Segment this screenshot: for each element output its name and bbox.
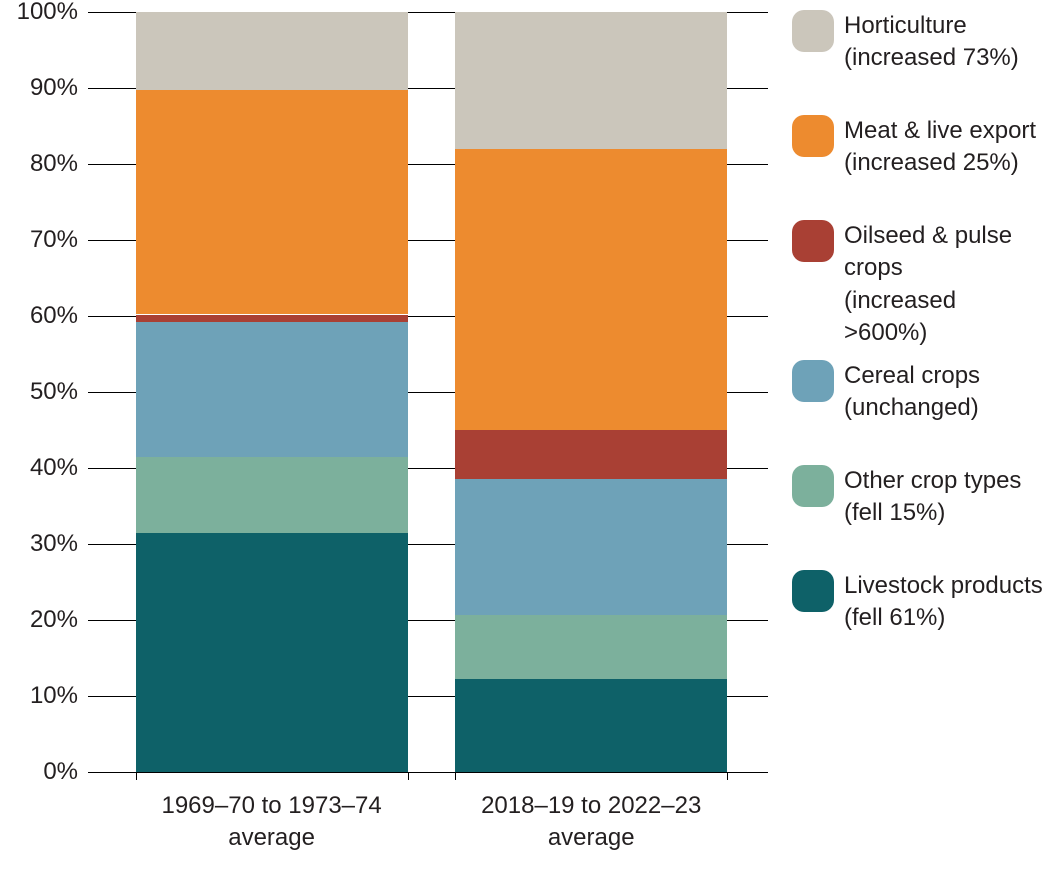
- x-tick-label-line2: average: [425, 822, 757, 854]
- x-tick-label-line2: average: [106, 822, 438, 854]
- plot-area: 0%10%20%30%40%50%60%70%80%90%100%1969–70…: [88, 12, 768, 772]
- y-tick-label: 90%: [30, 74, 88, 102]
- stacked-bar-chart: 0% 10% 20% 30% 40% 50% 60% 70% 80% 90% 100% 1969–70…: [0, 0, 1052, 886]
- x-axis-tick: [136, 772, 137, 780]
- x-tick-label-line1: 2018–19 to 2022–23: [425, 790, 757, 822]
- y-tick-label: 20%: [30, 606, 88, 634]
- segment-period1-oilseed_pulse: [136, 315, 408, 323]
- segment-period2-cereal_crops: [455, 479, 727, 614]
- x-tick-label: 2018–19 to 2022–23average: [425, 772, 757, 855]
- segment-period1-meat_live_export: [136, 90, 408, 314]
- segment-period1-cereal_crops: [136, 322, 408, 457]
- legend-item-horticulture: Horticulture (increased 73%): [792, 10, 1044, 130]
- segment-period2-oilseed_pulse: [455, 430, 727, 479]
- legend-label: Meat & live export (increased 25%): [844, 115, 1036, 180]
- bar-period2: [455, 12, 727, 772]
- x-tick-label: 1969–70 to 1973–74average: [106, 772, 438, 855]
- segment-period2-meat_live_export: [455, 149, 727, 430]
- bar-period1: [136, 12, 408, 772]
- legend-item-meat_live_export: Meat & live export (increased 25%): [792, 115, 1044, 235]
- legend-swatch: [792, 465, 834, 507]
- x-tick-label-line1: 1969–70 to 1973–74: [106, 790, 438, 822]
- y-tick-label: 0%: [43, 758, 88, 786]
- legend-label: Horticulture (increased 73%): [844, 10, 1019, 75]
- legend-swatch: [792, 360, 834, 402]
- y-tick-label: 30%: [30, 530, 88, 558]
- y-tick-label: 50%: [30, 378, 88, 406]
- y-tick-label: 80%: [30, 150, 88, 178]
- legend-item-oilseed_pulse: Oilseed & pulse crops (increased >600%): [792, 220, 1044, 340]
- x-axis-tick: [408, 772, 409, 780]
- legend-item-other_crop_types: Other crop types (fell 15%): [792, 465, 1044, 585]
- x-axis-tick: [455, 772, 456, 780]
- legend-swatch: [792, 115, 834, 157]
- segment-period2-other_crop_types: [455, 615, 727, 680]
- segment-period2-livestock_products: [455, 679, 727, 772]
- legend-label: Cereal crops (unchanged): [844, 360, 980, 425]
- x-axis-tick: [727, 772, 728, 780]
- segment-period2-horticulture: [455, 12, 727, 149]
- legend-item-cereal_crops: Cereal crops (unchanged): [792, 360, 1044, 480]
- segment-period1-livestock_products: [136, 533, 408, 772]
- legend-swatch: [792, 10, 834, 52]
- legend-item-livestock_products: Livestock products (fell 61%): [792, 570, 1044, 690]
- y-tick-label: 40%: [30, 454, 88, 482]
- legend-label: Oilseed & pulse crops (increased >600%): [844, 220, 1044, 350]
- y-tick-label: 70%: [30, 226, 88, 254]
- y-tick-label: 60%: [30, 302, 88, 330]
- legend-label: Livestock products (fell 61%): [844, 570, 1043, 635]
- legend-swatch: [792, 570, 834, 612]
- legend-swatch: [792, 220, 834, 262]
- y-tick-label: 100%: [17, 0, 88, 26]
- segment-period1-horticulture: [136, 12, 408, 90]
- y-tick-label: 10%: [30, 682, 88, 710]
- legend-label: Other crop types (fell 15%): [844, 465, 1021, 530]
- segment-period1-other_crop_types: [136, 457, 408, 533]
